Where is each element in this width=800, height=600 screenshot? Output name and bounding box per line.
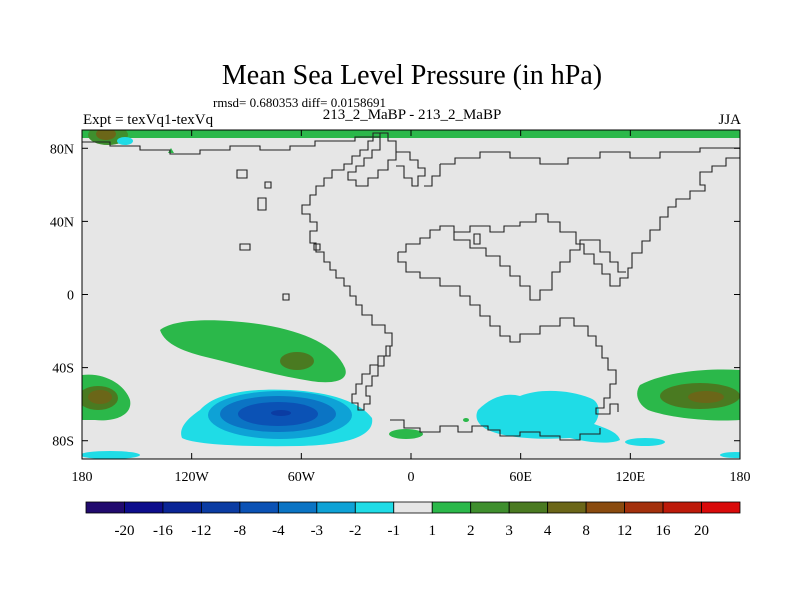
colorbar-label: -2: [349, 523, 362, 539]
colorbar-swatch: [354, 501, 395, 514]
southern-ocean-150e-max: [688, 391, 724, 403]
colorbar-swatch: [470, 501, 510, 514]
coastlines: [82, 132, 740, 441]
colorbar-swatch: [316, 501, 356, 514]
colorbar-label: 8: [582, 523, 590, 539]
y-tick-label: 80S: [52, 435, 74, 450]
subtitle: 213_2_MaBP - 213_2_MaBP: [323, 107, 502, 123]
x-tick-label: 180: [72, 470, 93, 485]
x-tick-label: 120E: [616, 470, 646, 485]
map-background: [82, 130, 740, 459]
x-tick-label: 0: [408, 470, 415, 485]
coastline-island-1: [236, 169, 248, 179]
colorbar-label: -8: [234, 523, 247, 539]
colorbar-swatch: [201, 501, 241, 514]
southern-ocean-180-max: [88, 390, 112, 404]
axes: 180 120W 60W 0 60E 120E 180 80N 40N 0 40S 80S: [50, 130, 751, 485]
coastline-island-6: [313, 243, 321, 251]
colorbar-label: 20: [694, 523, 709, 539]
x-tick-label: 180: [730, 470, 751, 485]
chart-title: Mean Sea Level Pressure (in hPa): [222, 60, 602, 91]
colorbar-swatch: [393, 501, 433, 514]
x-tick-label: 120W: [175, 470, 210, 485]
coastline-island-3: [257, 197, 267, 211]
coastline-island-4: [282, 293, 290, 301]
small-positive-spot: [463, 418, 469, 422]
coastline-eurasia: [396, 147, 740, 287]
colorbar-label: 3: [505, 523, 513, 539]
south-pacific-positive-core: [280, 352, 314, 370]
colorbar-swatch: [239, 501, 279, 514]
coastline-asia-south: [453, 232, 626, 301]
stats-text: rmsd= 0.680353 diff= 0.0158691: [213, 95, 386, 110]
coastline-island-5: [239, 243, 251, 251]
colorbar-label: -12: [191, 523, 211, 539]
colorbar-label: -20: [114, 523, 134, 539]
coastline-greenland: [347, 132, 397, 187]
y-tick-label: 40S: [52, 362, 74, 377]
x-tick-label: 60W: [288, 470, 316, 485]
colorbar-label: 12: [617, 523, 632, 539]
colorbar-swatch: [624, 501, 664, 514]
colorbar-label: -3: [311, 523, 324, 539]
map-panel: [82, 130, 740, 459]
y-tick-label: 0: [67, 289, 74, 304]
coastline-island-2: [264, 181, 272, 189]
colorbar-label: -4: [272, 523, 285, 539]
south-atlantic-positive: [389, 429, 423, 439]
indian-ocean-negative: [476, 390, 620, 443]
colorbar-swatch: [508, 501, 549, 514]
south-pole-negative-right: [625, 438, 665, 446]
coastline-antarctica: [390, 419, 601, 441]
colorbar-swatch: [585, 501, 625, 514]
amundsen-negative-core: [271, 410, 291, 416]
colorbar-label: -1: [388, 523, 401, 539]
colorbar-swatch: [431, 501, 472, 514]
y-tick-label: 80N: [50, 142, 74, 157]
arctic-small-negative: [117, 137, 133, 145]
coastline-africa: [397, 252, 619, 415]
colorbar-swatch: [85, 501, 125, 514]
x-tick-label: 60E: [509, 470, 532, 485]
colorbar-swatch: [277, 501, 318, 514]
colorbar: -20 -16 -12 -8 -4 -3 -2 -1 1 2 3 4 8 12 16 20: [85, 501, 741, 539]
colorbar-swatch: [701, 501, 741, 514]
colorbar-swatch: [547, 501, 587, 514]
south-pole-negative-edge: [720, 452, 740, 458]
y-tick-label: 40N: [50, 215, 74, 230]
coastline-caspian: [473, 233, 481, 245]
south-pole-negative-left: [82, 451, 140, 459]
colorbar-label: -16: [153, 523, 173, 539]
experiment-label: Expt = texVq1-texVq: [83, 112, 214, 128]
colorbar-swatch: [124, 501, 164, 514]
colorbar-swatch: [162, 501, 202, 514]
anomaly-fields: [82, 130, 740, 459]
season-label: JJA: [718, 112, 741, 128]
colorbar-swatch: [662, 501, 702, 514]
colorbar-label: 16: [656, 523, 672, 539]
arctic-max-core: [96, 130, 116, 140]
colorbar-label: 1: [428, 523, 436, 539]
colorbar-label: 2: [467, 523, 475, 539]
coastline-americas: [82, 132, 393, 411]
colorbar-label: 4: [544, 523, 552, 539]
